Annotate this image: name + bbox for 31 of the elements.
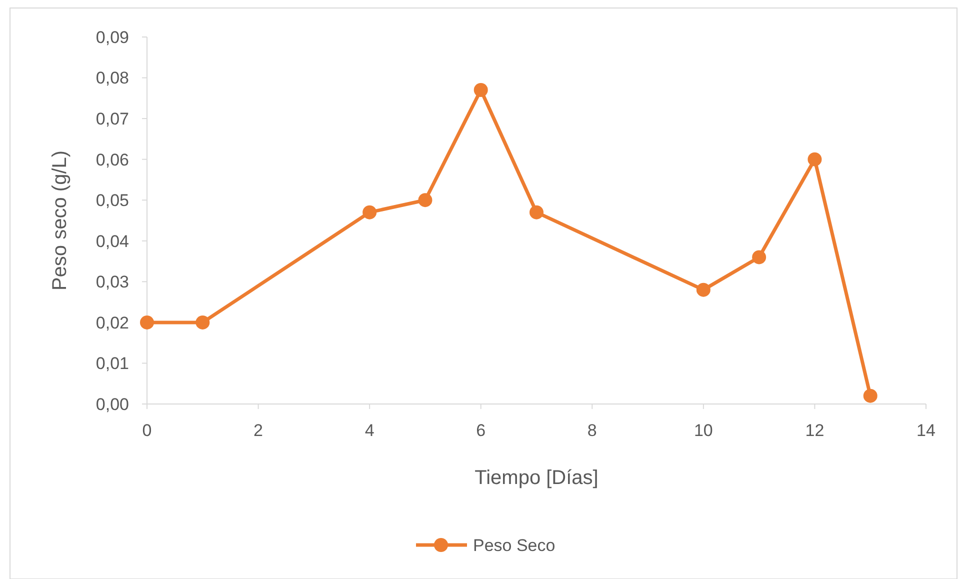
- y-tick-label: 0,08: [96, 68, 129, 88]
- y-tick-label: 0,07: [96, 110, 129, 129]
- x-axis-title: Tiempo [Días]: [474, 467, 598, 489]
- x-tick-label: 8: [587, 421, 597, 440]
- legend-label: Peso Seco: [473, 536, 556, 555]
- y-tick-label: 0,01: [96, 354, 129, 374]
- y-tick-label: 0,05: [96, 191, 129, 210]
- x-tick-label: 10: [694, 421, 713, 440]
- y-tick-label: 0,04: [96, 232, 129, 251]
- x-tick-label: 0: [142, 421, 152, 440]
- x-tick-label: 12: [805, 421, 824, 440]
- point: [196, 315, 210, 330]
- point: [140, 315, 154, 330]
- point: [530, 205, 544, 220]
- y-tick-label: 0,06: [96, 150, 129, 170]
- point: [362, 205, 377, 220]
- point: [474, 83, 488, 98]
- y-tick-label: 0,00: [96, 394, 129, 414]
- x-tick-label: 4: [364, 421, 374, 440]
- point: [808, 152, 822, 166]
- point: [696, 282, 710, 297]
- point: [418, 193, 432, 208]
- y-tick-label: 0,09: [96, 28, 129, 47]
- y-tick-label: 0,02: [96, 313, 129, 332]
- x-tick-label: 6: [476, 421, 486, 440]
- y-tick-label: 0,03: [96, 272, 129, 292]
- point: [863, 388, 878, 403]
- x-tick-label: 14: [916, 421, 936, 440]
- y-axis-title: Peso seco (g/L): [49, 150, 71, 291]
- point: [752, 250, 766, 264]
- x-tick-label: 2: [254, 421, 264, 440]
